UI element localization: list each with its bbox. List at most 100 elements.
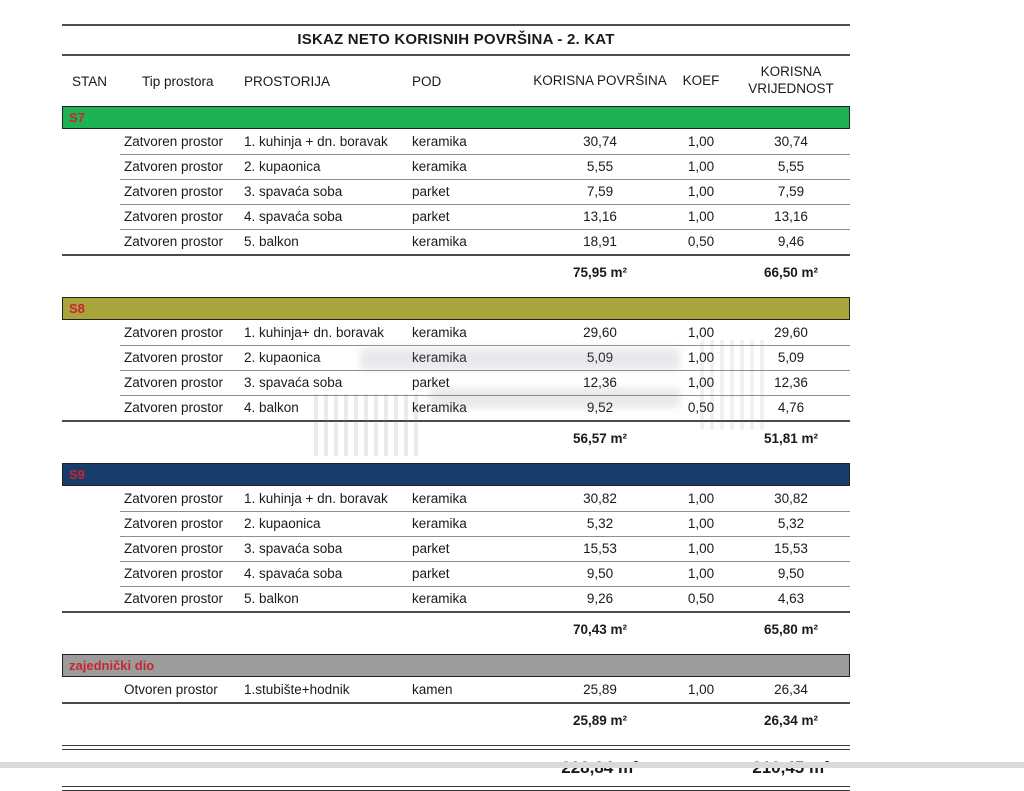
cell-pod: keramika [412, 350, 467, 365]
page-bottom-edge [0, 762, 1024, 768]
cell-tip-prostora: Zatvoren prostor [124, 134, 224, 149]
cell-pod: keramika [412, 234, 467, 249]
cell-koef: 1,00 [687, 159, 715, 174]
cell-pod: parket [412, 209, 450, 224]
cell-korisna-povrsina: 18,91 [583, 234, 617, 249]
title-rule-bottom [62, 54, 850, 56]
cell-pod: keramika [412, 516, 467, 531]
cell-koef: 1,00 [687, 682, 715, 697]
table-row: Zatvoren prostor 4. spavaća soba parket … [62, 561, 850, 586]
cell-korisna-vrijednost: 9,50 [777, 566, 805, 581]
apartment-section: S7 Zatvoren prostor 1. kuhinja + dn. bor… [62, 106, 850, 288]
column-header-korisna-vrijednost: KORISNA VRIJEDNOST [748, 64, 834, 96]
cell-korisna-povrsina: 12,36 [583, 375, 617, 390]
table-row: Zatvoren prostor 4. spavaća soba parket … [62, 204, 850, 229]
cell-pod: parket [412, 541, 450, 556]
section-label: S8 [69, 301, 85, 316]
cell-pod: keramika [412, 159, 467, 174]
cell-korisna-vrijednost: 30,74 [774, 134, 808, 149]
cell-korisna-vrijednost: 5,32 [777, 516, 805, 531]
cell-prostorija: 4. spavaća soba [244, 209, 343, 224]
cell-koef: 1,00 [687, 516, 715, 531]
section-label: S9 [69, 467, 85, 482]
cell-prostorija: 1. kuhinja+ dn. boravak [244, 325, 384, 340]
cell-korisna-povrsina: 15,53 [583, 541, 617, 556]
section-subtotal-row: 25,89 m² 26,34 m² [62, 704, 850, 736]
cell-koef: 1,00 [687, 184, 715, 199]
cell-korisna-vrijednost: 9,46 [777, 234, 805, 249]
cell-korisna-povrsina: 9,52 [586, 400, 614, 415]
cell-tip-prostora: Zatvoren prostor [124, 400, 224, 415]
column-header-pod: POD [412, 73, 442, 89]
cell-prostorija: 4. balkon [244, 400, 299, 415]
section-subtotal-row: 56,57 m² 51,81 m² [62, 422, 850, 454]
apartment-section: S8 Zatvoren prostor 1. kuhinja+ dn. bora… [62, 297, 850, 454]
section-header-bar: S8 [62, 297, 850, 320]
section-bottom-rule [62, 254, 850, 256]
cell-korisna-povrsina: 9,50 [586, 566, 614, 581]
section-label: zajednički dio [69, 658, 155, 673]
cell-koef: 1,00 [687, 491, 715, 506]
table-sections: S7 Zatvoren prostor 1. kuhinja + dn. bor… [62, 106, 850, 736]
cell-koef: 1,00 [687, 375, 715, 390]
table-row: Zatvoren prostor 1. kuhinja+ dn. boravak… [62, 320, 850, 345]
cell-tip-prostora: Zatvoren prostor [124, 159, 224, 174]
cell-korisna-vrijednost: 29,60 [774, 325, 808, 340]
cell-prostorija: 3. spavaća soba [244, 184, 343, 199]
table-row: Zatvoren prostor 5. balkon keramika 18,9… [62, 229, 850, 254]
cell-koef: 0,50 [687, 591, 715, 606]
cell-tip-prostora: Zatvoren prostor [124, 516, 224, 531]
cell-korisna-vrijednost: 26,34 [774, 682, 808, 697]
cell-prostorija: 3. spavaća soba [244, 541, 343, 556]
document-page: ISKAZ NETO KORISNIH POVRŠINA - 2. KAT ST… [0, 24, 1024, 791]
cell-korisna-vrijednost: 30,82 [774, 491, 808, 506]
cell-korisna-vrijednost: 13,16 [774, 209, 808, 224]
cell-korisna-povrsina: 5,55 [586, 159, 614, 174]
cell-korisna-povrsina: 30,82 [583, 491, 617, 506]
subtotal-vrijednost: 66,50 m² [763, 264, 819, 280]
cell-korisna-povrsina: 25,89 [583, 682, 617, 697]
cell-pod: parket [412, 566, 450, 581]
grand-total-rule-top [62, 745, 850, 750]
table-row: Zatvoren prostor 1. kuhinja + dn. borava… [62, 129, 850, 154]
cell-tip-prostora: Zatvoren prostor [124, 350, 224, 365]
cell-tip-prostora: Zatvoren prostor [124, 566, 224, 581]
cell-korisna-povrsina: 5,32 [586, 516, 614, 531]
cell-prostorija: 2. kupaonica [244, 159, 321, 174]
cell-pod: parket [412, 184, 450, 199]
net-area-table: ISKAZ NETO KORISNIH POVRŠINA - 2. KAT ST… [62, 0, 850, 791]
table-row: Zatvoren prostor 3. spavaća soba parket … [62, 536, 850, 561]
cell-prostorija: 1. kuhinja + dn. boravak [244, 491, 388, 506]
subtotal-povrsina: 75,95 m² [572, 264, 628, 280]
grand-total-vrijednost: 210,45 m² [732, 758, 850, 778]
section-bottom-rule [62, 611, 850, 613]
subtotal-vrijednost: 51,81 m² [763, 430, 819, 446]
cell-tip-prostora: Zatvoren prostor [124, 325, 224, 340]
cell-prostorija: 2. kupaonica [244, 516, 321, 531]
subtotal-povrsina: 56,57 m² [572, 430, 628, 446]
column-header-tip-prostora: Tip prostora [142, 73, 214, 89]
section-bottom-rule [62, 702, 850, 704]
table-row: Zatvoren prostor 3. spavaća soba parket … [62, 370, 850, 395]
cell-korisna-vrijednost: 15,53 [774, 541, 808, 556]
cell-korisna-vrijednost: 12,36 [774, 375, 808, 390]
cell-koef: 0,50 [687, 400, 715, 415]
grand-total-povrsina: 228,84 m² [530, 758, 670, 778]
cell-prostorija: 1. kuhinja + dn. boravak [244, 134, 388, 149]
column-header-stan: STAN [72, 73, 108, 89]
cell-korisna-vrijednost: 4,63 [777, 591, 805, 606]
apartment-section: zajednički dio Otvoren prostor 1.stubišt… [62, 654, 850, 736]
cell-pod: parket [412, 375, 450, 390]
cell-tip-prostora: Zatvoren prostor [124, 184, 224, 199]
cell-koef: 1,00 [687, 350, 715, 365]
table-row: Zatvoren prostor 2. kupaonica keramika 5… [62, 154, 850, 179]
section-rows: Zatvoren prostor 1. kuhinja + dn. borava… [62, 129, 850, 254]
section-bottom-rule [62, 420, 850, 422]
cell-prostorija: 5. balkon [244, 234, 299, 249]
section-rows: Otvoren prostor 1.stubište+hodnik kamen … [62, 677, 850, 702]
cell-koef: 1,00 [687, 541, 715, 556]
cell-korisna-vrijednost: 7,59 [777, 184, 805, 199]
column-header-korisna-povrsina: KORISNA POVRŠINA [533, 72, 667, 88]
table-row: Zatvoren prostor 2. kupaonica keramika 5… [62, 345, 850, 370]
cell-tip-prostora: Otvoren prostor [124, 682, 218, 697]
